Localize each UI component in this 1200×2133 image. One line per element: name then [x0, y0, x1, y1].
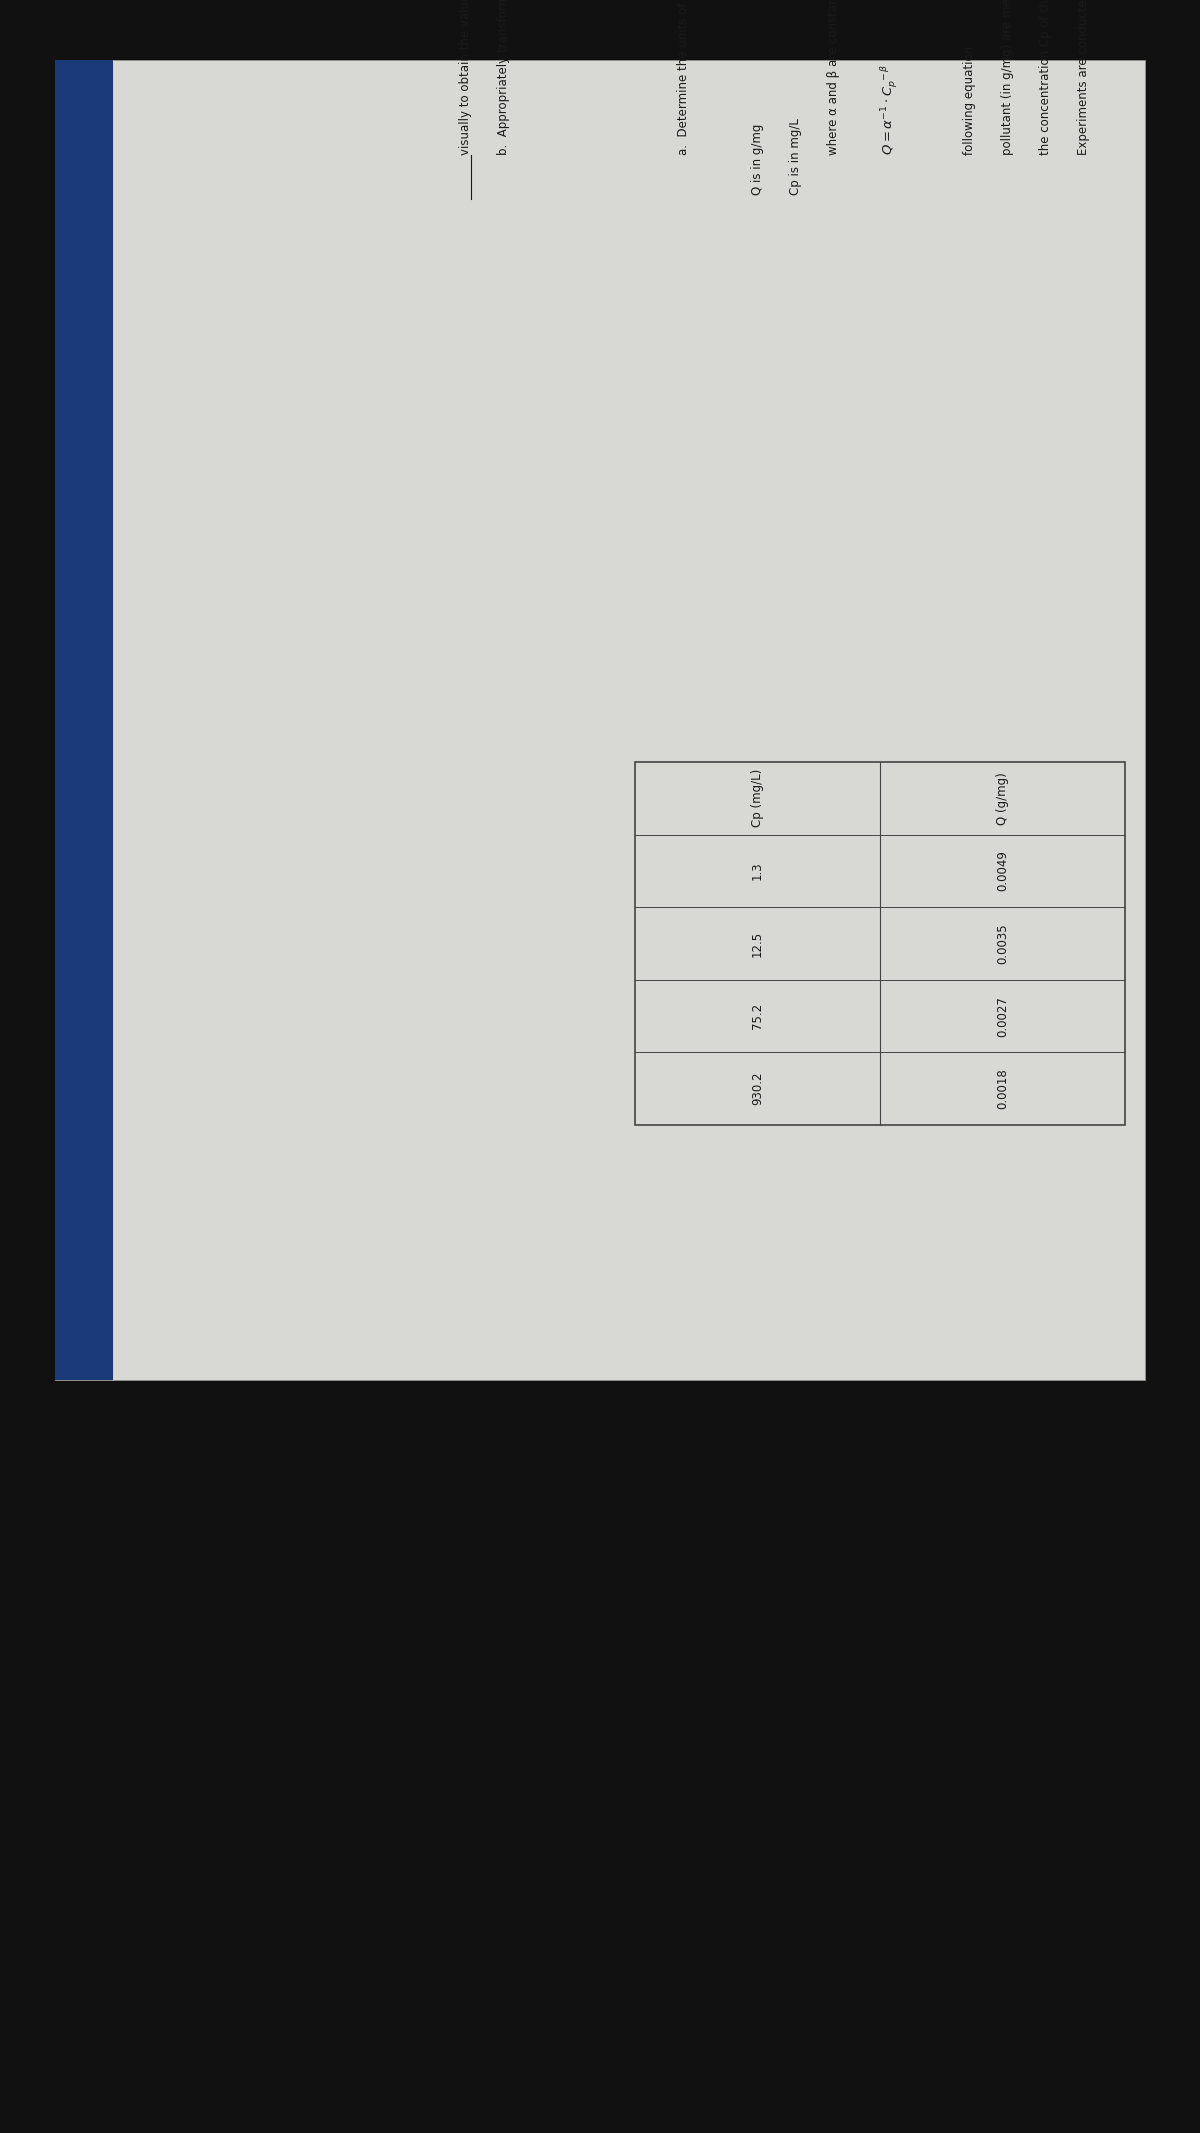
Text: 930.2: 930.2: [751, 1073, 764, 1105]
Text: pollutant (in g/mg) are measured.  Experimental data are presented in the table : pollutant (in g/mg) are measured. Experi…: [1001, 0, 1014, 156]
Text: 1.3: 1.3: [751, 862, 764, 881]
Text: 0.0049: 0.0049: [996, 851, 1009, 892]
FancyBboxPatch shape: [55, 60, 1145, 1380]
Text: Experiments are conducted on the uptake of a water pollutant in water over an ad: Experiments are conducted on the uptake …: [1078, 0, 1090, 156]
Bar: [635, 761, 1126, 1124]
Text: where α and β are constants and:: where α and β are constants and:: [827, 0, 840, 156]
Text: 0.0035: 0.0035: [996, 924, 1009, 964]
Text: the concentration Cp of the pollutant in the water (in mg/L) and the ratio Q of : the concentration Cp of the pollutant in…: [1039, 0, 1052, 156]
Text: a.  Determine the units of α and β in this equation:: a. Determine the units of α and β in thi…: [677, 0, 690, 156]
Text: 12.5: 12.5: [751, 930, 764, 956]
Text: Cp is in mg/L: Cp is in mg/L: [790, 117, 802, 194]
Text: visually to obtain the values of α and β.: visually to obtain the values of α and β…: [458, 0, 472, 156]
Text: Q (g/mg): Q (g/mg): [996, 772, 1009, 825]
Text: 0.0018: 0.0018: [996, 1069, 1009, 1109]
Text: 75.2: 75.2: [751, 1003, 764, 1028]
Text: b.  Appropriately transform the above equation using newly defined variables so : b. Appropriately transform the above equ…: [497, 0, 510, 156]
Text: following equation:: following equation:: [964, 43, 976, 156]
Text: Q is in g/mg: Q is in g/mg: [751, 124, 764, 194]
Text: $Q = \alpha^{-1} \cdot C_p^{\ -\beta}$: $Q = \alpha^{-1} \cdot C_p^{\ -\beta}$: [878, 64, 900, 156]
Bar: [55, 60, 113, 1380]
Text: Cp (mg/L): Cp (mg/L): [751, 770, 764, 828]
Text: 0.0027: 0.0027: [996, 996, 1009, 1037]
